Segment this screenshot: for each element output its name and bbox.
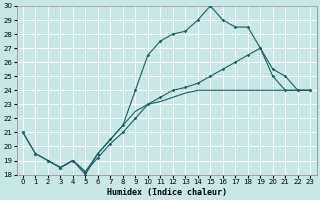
- X-axis label: Humidex (Indice chaleur): Humidex (Indice chaleur): [107, 188, 227, 197]
